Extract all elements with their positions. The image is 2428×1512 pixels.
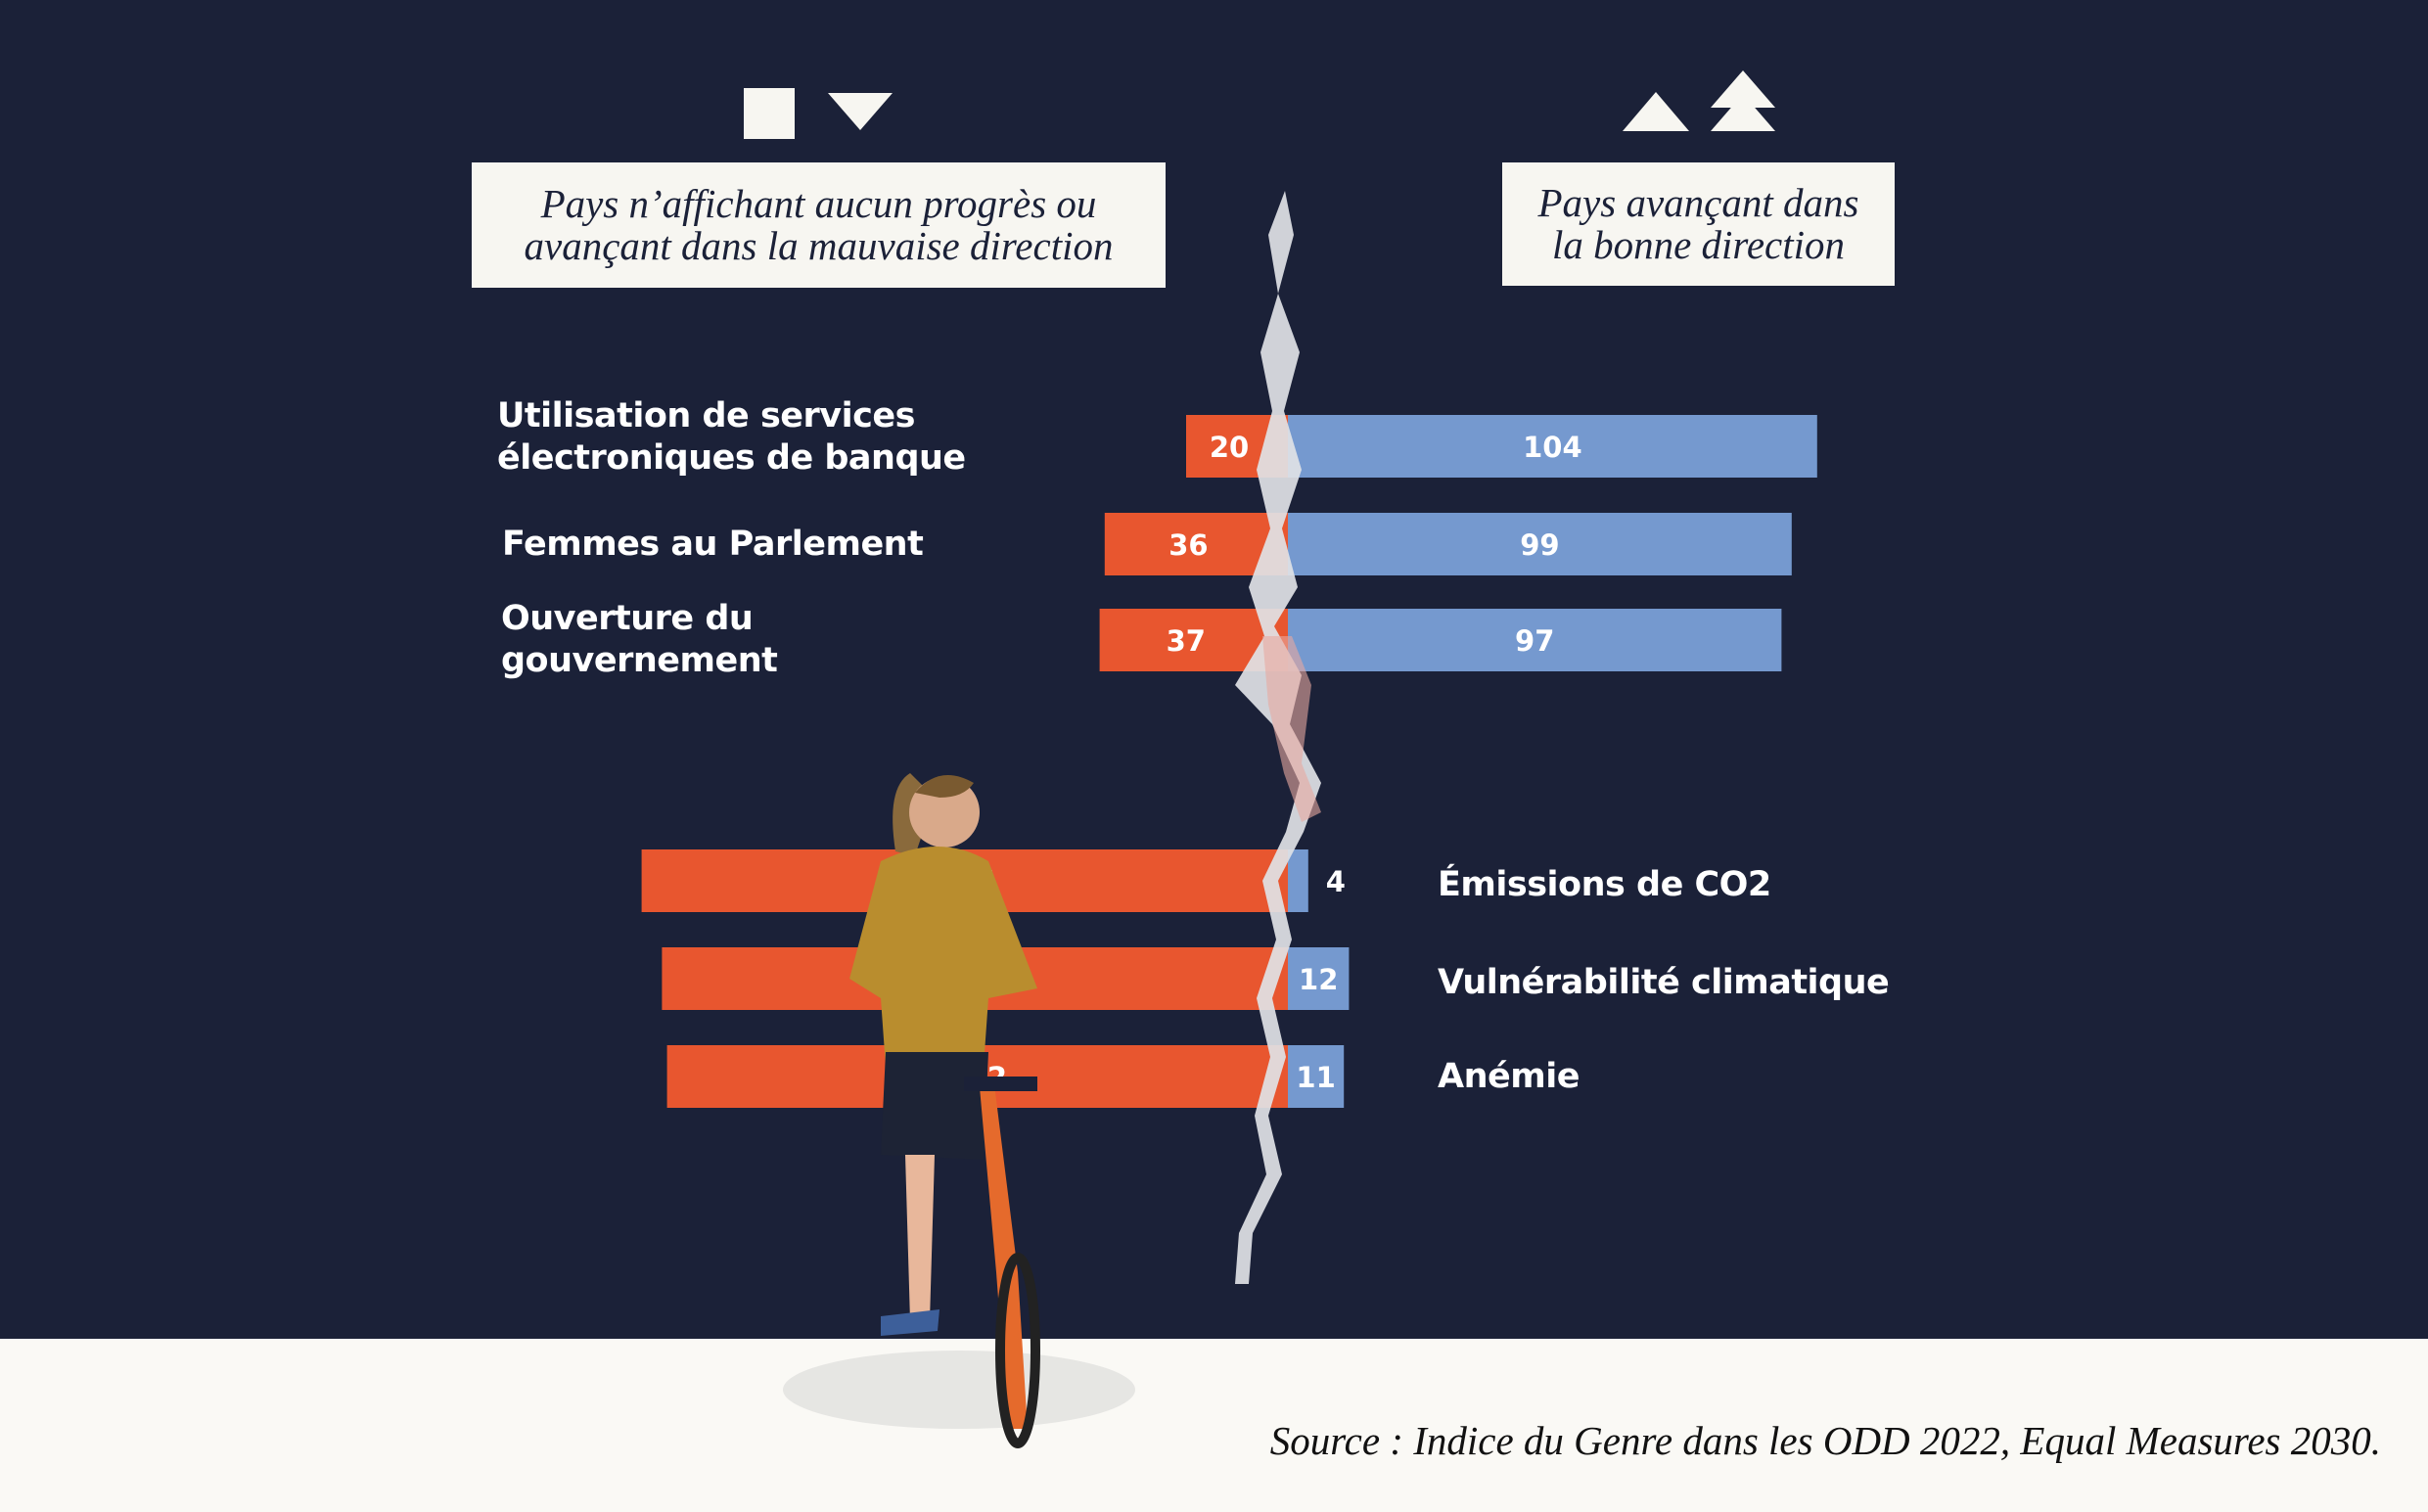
bar-positive [1288,513,1792,575]
source-citation: Source : Indice du Genre dans les ODD 20… [1269,1418,2381,1463]
bar-positive-label: 104 [1523,431,1582,464]
category-label-climate: Vulnérabilité climatique [1438,962,1890,1004]
bar-positive-label: 4 [1326,865,1346,898]
bar-positive-label: 99 [1520,528,1559,562]
category-label-banking: Utilisation de services électroniques de… [497,395,966,480]
legend-icons [744,70,1775,139]
category-label-open-government: Ouverture du gouvernement [501,598,778,682]
legend-positive: Pays avançant dans la bonne direction [1502,162,1895,286]
bar-positive [1288,609,1782,671]
category-label-line: Émissions de CO2 [1438,865,1771,904]
bar-negative-label: 36 [1168,528,1208,562]
triangle-up-icon [1623,92,1689,131]
category-label-anemia: Anémie [1438,1056,1580,1098]
category-label-line: Anémie [1438,1057,1580,1096]
category-label-co2: Émissions de CO2 [1438,864,1771,906]
category-label-line: Utilisation de services [497,396,915,435]
square-icon [744,88,795,139]
bar-positive-label: 97 [1515,624,1554,658]
category-label-line: Vulnérabilité climatique [1438,963,1890,1002]
bar-positive [1288,415,1817,478]
legend-negative-line2: avançant dans la mauvaise direction [524,223,1114,268]
category-label-parliament: Femmes au Parlement [502,524,924,566]
triangle-down-icon [828,93,893,130]
category-label-line: Femmes au Parlement [502,525,924,564]
double-triangle-up-icon [1711,70,1775,131]
legend-negative-line1: Pays n’affichant aucun progrès ou [540,181,1097,226]
bar-negative-label: 37 [1167,624,1206,658]
legend-negative: Pays n’affichant aucun progrès ou avança… [472,162,1166,288]
category-label-line: électroniques de banque [497,438,966,478]
category-label-line: Ouverture du [501,599,754,638]
category-label-line: gouvernement [501,641,778,680]
legend-positive-line2: la bonne direction [1551,222,1846,267]
legend-positive-line1: Pays avançant dans [1537,180,1859,225]
